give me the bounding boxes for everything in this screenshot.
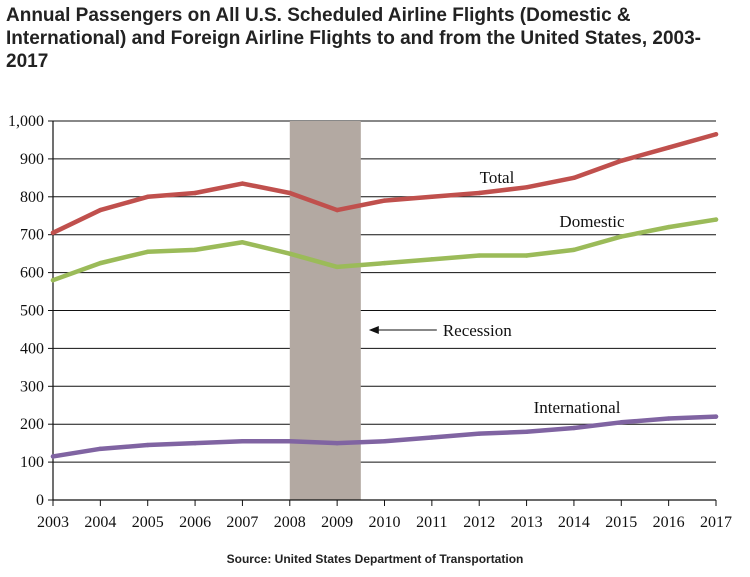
data-point-international-2007 [240,439,245,444]
data-point-international-2009 [334,440,340,446]
y-axis-ticks: 0 100 200 300 400 500 600 700 800 900 1,000 [8,113,53,509]
y-tick-label: 400 [20,340,44,357]
y-tick-label: 700 [20,227,44,244]
x-tick-label: 2007 [226,514,258,531]
x-tick-label: 2017 [700,514,732,531]
data-point-domestic-2014 [571,247,577,253]
y-tick-label: 200 [20,416,44,433]
x-tick-label: 2008 [274,514,306,531]
x-axis-ticks: 2003 2004 2005 2006 2007 2008 2009 2010 2011 2012… [37,500,732,531]
recession-region [289,121,361,500]
data-point-total-2017 [713,132,719,137]
data-point-domestic-2015 [619,234,624,239]
annotation-domestic: Domestic [559,212,625,231]
data-point-total-2004 [98,207,103,213]
data-point-total-2012 [477,190,482,196]
x-tick-label: 2012 [463,514,495,531]
data-point-domestic-2004 [98,260,103,266]
data-point-international-2005 [145,442,150,448]
data-point-international-2015 [619,420,624,425]
data-point-domestic-2009 [334,264,340,270]
data-point-domestic-2016 [666,224,671,230]
x-tick-label: 2009 [321,514,353,531]
data-point-total-2005 [145,194,150,199]
y-tick-label: 600 [20,265,44,282]
data-point-domestic-2011 [429,257,435,262]
x-tick-label: 2010 [369,514,401,531]
annotations: Total Domestic International Recession [368,168,625,417]
x-tick-label: 2016 [653,514,685,531]
x-tick-label: 2014 [558,514,590,531]
gridlines [53,120,716,463]
data-point-international-2016 [666,416,671,421]
data-point-international-2011 [429,435,435,440]
data-point-domestic-2012 [477,253,482,258]
data-point-total-2006 [192,190,198,196]
chart-title: Annual Passengers on All U.S. Scheduled … [6,5,701,72]
data-point-international-2004 [98,446,103,452]
data-point-total-2013 [524,185,529,190]
data-point-international-2013 [524,429,529,434]
data-point-domestic-2003 [50,277,56,283]
x-tick-label: 2005 [132,514,164,531]
recession-band [289,121,361,500]
y-tick-label: 100 [20,454,44,471]
data-point-international-2017 [713,414,719,419]
y-tick-label: 300 [20,378,44,395]
data-point-international-2003 [50,454,56,459]
data-point-international-2008 [287,439,292,444]
series-lines [50,132,719,459]
annotation-recession: Recession [443,321,512,340]
x-tick-label: 2006 [179,514,211,531]
data-point-domestic-2008 [287,251,292,256]
y-tick-label: 500 [20,303,44,320]
data-point-international-2010 [382,439,387,444]
data-point-total-2007 [240,181,245,186]
x-tick-label: 2015 [605,514,637,531]
x-tick-label: 2004 [84,514,116,531]
y-tick-label: 1,000 [8,113,44,130]
y-tick-label: 800 [20,189,44,206]
data-point-international-2012 [477,431,482,436]
data-point-total-2003 [50,230,56,236]
series-line-international [50,414,719,459]
x-tick-label: 2013 [511,514,543,531]
data-point-domestic-2005 [145,249,150,254]
data-point-international-2014 [571,425,577,431]
data-point-total-2008 [287,190,292,196]
annotation-international: International [534,398,621,417]
x-tick-label: 2011 [416,514,447,531]
data-point-total-2014 [571,175,577,181]
data-point-domestic-2013 [524,253,529,258]
data-point-international-2006 [192,440,198,446]
data-point-domestic-2006 [192,247,198,253]
data-point-domestic-2010 [382,260,387,266]
data-point-total-2015 [619,158,624,163]
x-tick-label: 2003 [37,514,69,531]
data-point-total-2011 [429,194,435,199]
recession-arrow-head [368,326,379,334]
y-tick-label: 900 [20,151,44,168]
annotation-total: Total [480,168,515,187]
y-tick-label: 0 [36,492,44,509]
data-point-total-2009 [334,207,340,213]
data-point-total-2010 [382,198,387,203]
data-point-total-2016 [666,145,671,150]
source-note: Source: United States Department of Tran… [226,552,524,566]
data-point-domestic-2017 [713,217,719,222]
data-point-domestic-2007 [240,240,245,245]
